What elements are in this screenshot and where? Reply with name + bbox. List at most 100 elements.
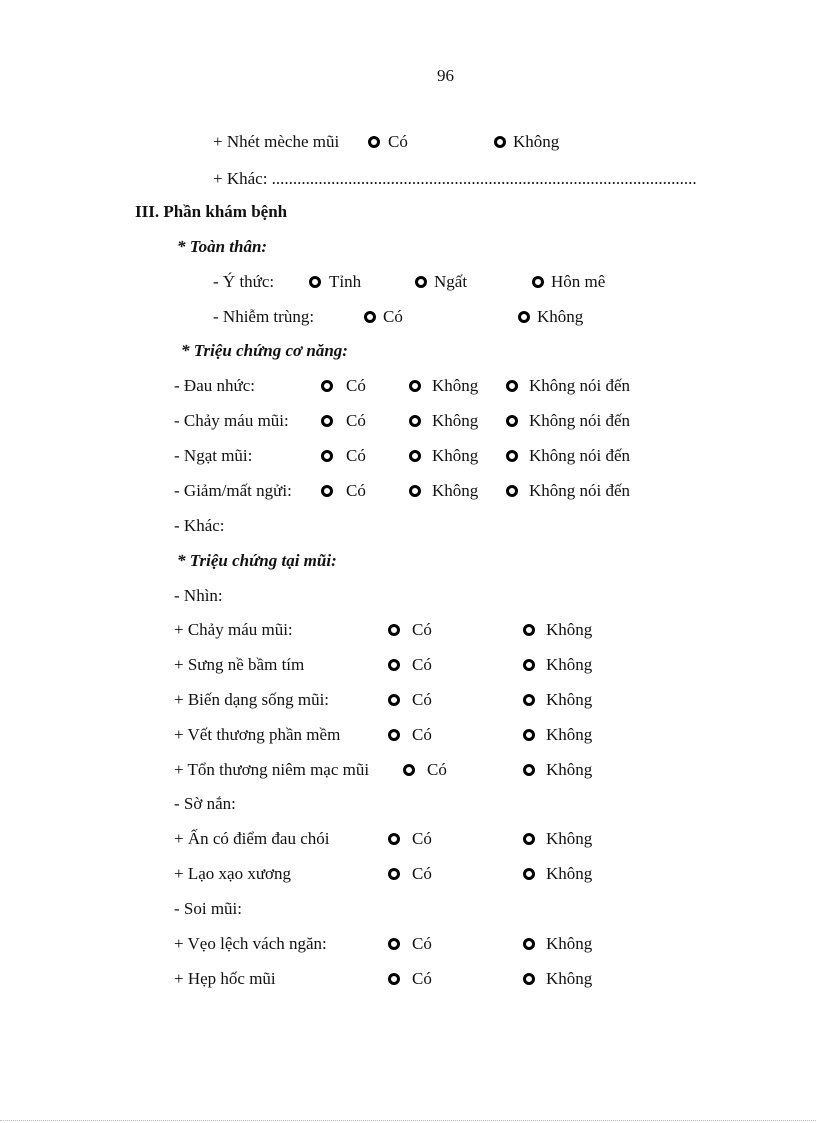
- co-nang-item-option-2: Không: [432, 411, 479, 430]
- co-nang-item-label: - Chảy máu mũi:: [174, 411, 289, 430]
- soi-mui-item-option-1: Có: [412, 934, 432, 953]
- radio-button-icon[interactable]: [388, 938, 400, 950]
- so-nan-item-label: + Ấn có điểm đau chói: [174, 829, 330, 848]
- radio-button-icon[interactable]: [518, 311, 530, 323]
- co-nang-item-option-3: Không nói đến: [529, 481, 631, 500]
- co-nang-item-option-3: Không nói đến: [529, 411, 631, 430]
- radio-button-icon[interactable]: [523, 764, 535, 776]
- radio-button-icon[interactable]: [523, 938, 535, 950]
- radio-button-icon[interactable]: [506, 415, 518, 427]
- radio-button-icon[interactable]: [321, 485, 333, 497]
- nhin-item-label: + Tổn thương niêm mạc mũi: [174, 760, 370, 779]
- nhin-item-label: + Sưng nề bầm tím: [174, 655, 305, 674]
- radio-button-icon[interactable]: [403, 764, 415, 776]
- nhiem-trung-label: - Nhiễm trùng:: [213, 307, 315, 326]
- nhiem-trung-option-2: Không: [537, 307, 584, 326]
- radio-button-icon[interactable]: [523, 868, 535, 880]
- radio-button-icon[interactable]: [309, 276, 321, 288]
- radio-button-icon[interactable]: [321, 450, 333, 462]
- radio-button-icon[interactable]: [506, 485, 518, 497]
- radio-button-icon[interactable]: [506, 380, 518, 392]
- y-thuc-option-1: Tỉnh: [329, 272, 362, 291]
- radio-button-icon[interactable]: [523, 729, 535, 741]
- radio-button-icon[interactable]: [494, 136, 506, 148]
- radio-button-icon[interactable]: [523, 659, 535, 671]
- co-nang-item-option-3: Không nói đến: [529, 376, 631, 395]
- radio-button-icon[interactable]: [523, 973, 535, 985]
- radio-button-icon[interactable]: [388, 868, 400, 880]
- nhin-item-option-1: Có: [427, 760, 447, 779]
- radio-button-icon[interactable]: [321, 415, 333, 427]
- co-nang-item-option-1: Có: [346, 411, 366, 430]
- nhin-item-option-2: Không: [546, 620, 593, 639]
- so-nan-item-option-1: Có: [412, 829, 432, 848]
- so-nan-item-option-2: Không: [546, 829, 593, 848]
- nhin-item-label: + Chảy máu mũi:: [174, 620, 293, 639]
- nhin-item-option-2: Không: [546, 760, 593, 779]
- nhet-meche-mui-option-2: Không: [513, 132, 560, 151]
- radio-button-icon[interactable]: [523, 694, 535, 706]
- co-nang-item-option-1: Có: [346, 446, 366, 465]
- soi-mui-item-label: + Hẹp hốc mũi: [174, 969, 276, 988]
- so-nan-label: - Sờ nắn:: [174, 794, 236, 813]
- y-thuc-option-3: Hôn mê: [551, 272, 606, 291]
- radio-button-icon[interactable]: [409, 450, 421, 462]
- co-nang-item-label: - Ngạt mũi:: [174, 446, 253, 465]
- nhin-item-option-2: Không: [546, 690, 593, 709]
- soi-mui-item-option-2: Không: [546, 969, 593, 988]
- soi-mui-item-label: + Vẹo lệch vách ngăn:: [174, 934, 327, 953]
- co-nang-item-option-2: Không: [432, 446, 479, 465]
- radio-button-icon[interactable]: [321, 380, 333, 392]
- radio-button-icon[interactable]: [364, 311, 376, 323]
- nhin-item-option-1: Có: [412, 725, 432, 744]
- nhet-meche-mui-label: + Nhét mèche mũi: [213, 132, 340, 151]
- radio-button-icon[interactable]: [388, 659, 400, 671]
- radio-button-icon[interactable]: [388, 729, 400, 741]
- so-nan-item-option-1: Có: [412, 864, 432, 883]
- radio-button-icon[interactable]: [415, 276, 427, 288]
- co-nang-item-option-1: Có: [346, 481, 366, 500]
- co-nang-item-option-1: Có: [346, 376, 366, 395]
- radio-button-icon[interactable]: [409, 415, 421, 427]
- subheading-tai-mui: * Triệu chứng tại mũi:: [177, 551, 337, 570]
- soi-mui-label: - Soi mũi:: [174, 899, 243, 918]
- so-nan-item-label: + Lạo xạo xương: [174, 864, 292, 883]
- so-nan-item-option-2: Không: [546, 864, 593, 883]
- nhin-item-option-2: Không: [546, 655, 593, 674]
- nhin-item-option-1: Có: [412, 620, 432, 639]
- nhin-item-option-2: Không: [546, 725, 593, 744]
- khac-field: + Khác: ................................…: [213, 169, 697, 188]
- page-bottom-divider: [0, 1120, 816, 1121]
- y-thuc-option-2: Ngất: [434, 272, 468, 291]
- page-number: 96: [437, 66, 454, 85]
- radio-button-icon[interactable]: [368, 136, 380, 148]
- y-thuc-label: - Ý thức:: [213, 272, 275, 291]
- radio-button-icon[interactable]: [388, 694, 400, 706]
- co-nang-item-label: - Đau nhức:: [174, 376, 255, 395]
- soi-mui-item-option-2: Không: [546, 934, 593, 953]
- co-nang-item-option-2: Không: [432, 376, 479, 395]
- co-nang-item-option-3: Không nói đến: [529, 446, 631, 465]
- radio-button-icon[interactable]: [409, 380, 421, 392]
- radio-button-icon[interactable]: [532, 276, 544, 288]
- subheading-co-nang: * Triệu chứng cơ năng:: [181, 341, 348, 360]
- nhin-item-option-1: Có: [412, 655, 432, 674]
- radio-button-icon[interactable]: [409, 485, 421, 497]
- nhin-item-option-1: Có: [412, 690, 432, 709]
- radio-button-icon[interactable]: [523, 833, 535, 845]
- section-heading: III. Phần khám bệnh: [135, 202, 288, 221]
- co-nang-item-label: - Giảm/mất ngửi:: [174, 481, 292, 500]
- radio-button-icon[interactable]: [506, 450, 518, 462]
- nhiem-trung-option-1: Có: [383, 307, 403, 326]
- nhin-item-label: + Biến dạng sống mũi:: [174, 690, 330, 709]
- co-nang-item-option-2: Không: [432, 481, 479, 500]
- soi-mui-item-option-1: Có: [412, 969, 432, 988]
- nhet-meche-mui-option-1: Có: [388, 132, 408, 151]
- radio-button-icon[interactable]: [388, 624, 400, 636]
- nhin-item-label: + Vết thương phần mềm: [174, 725, 341, 744]
- radio-button-icon[interactable]: [388, 833, 400, 845]
- radio-button-icon[interactable]: [388, 973, 400, 985]
- subheading-toan-than: * Toàn thân:: [177, 237, 268, 256]
- radio-button-icon[interactable]: [523, 624, 535, 636]
